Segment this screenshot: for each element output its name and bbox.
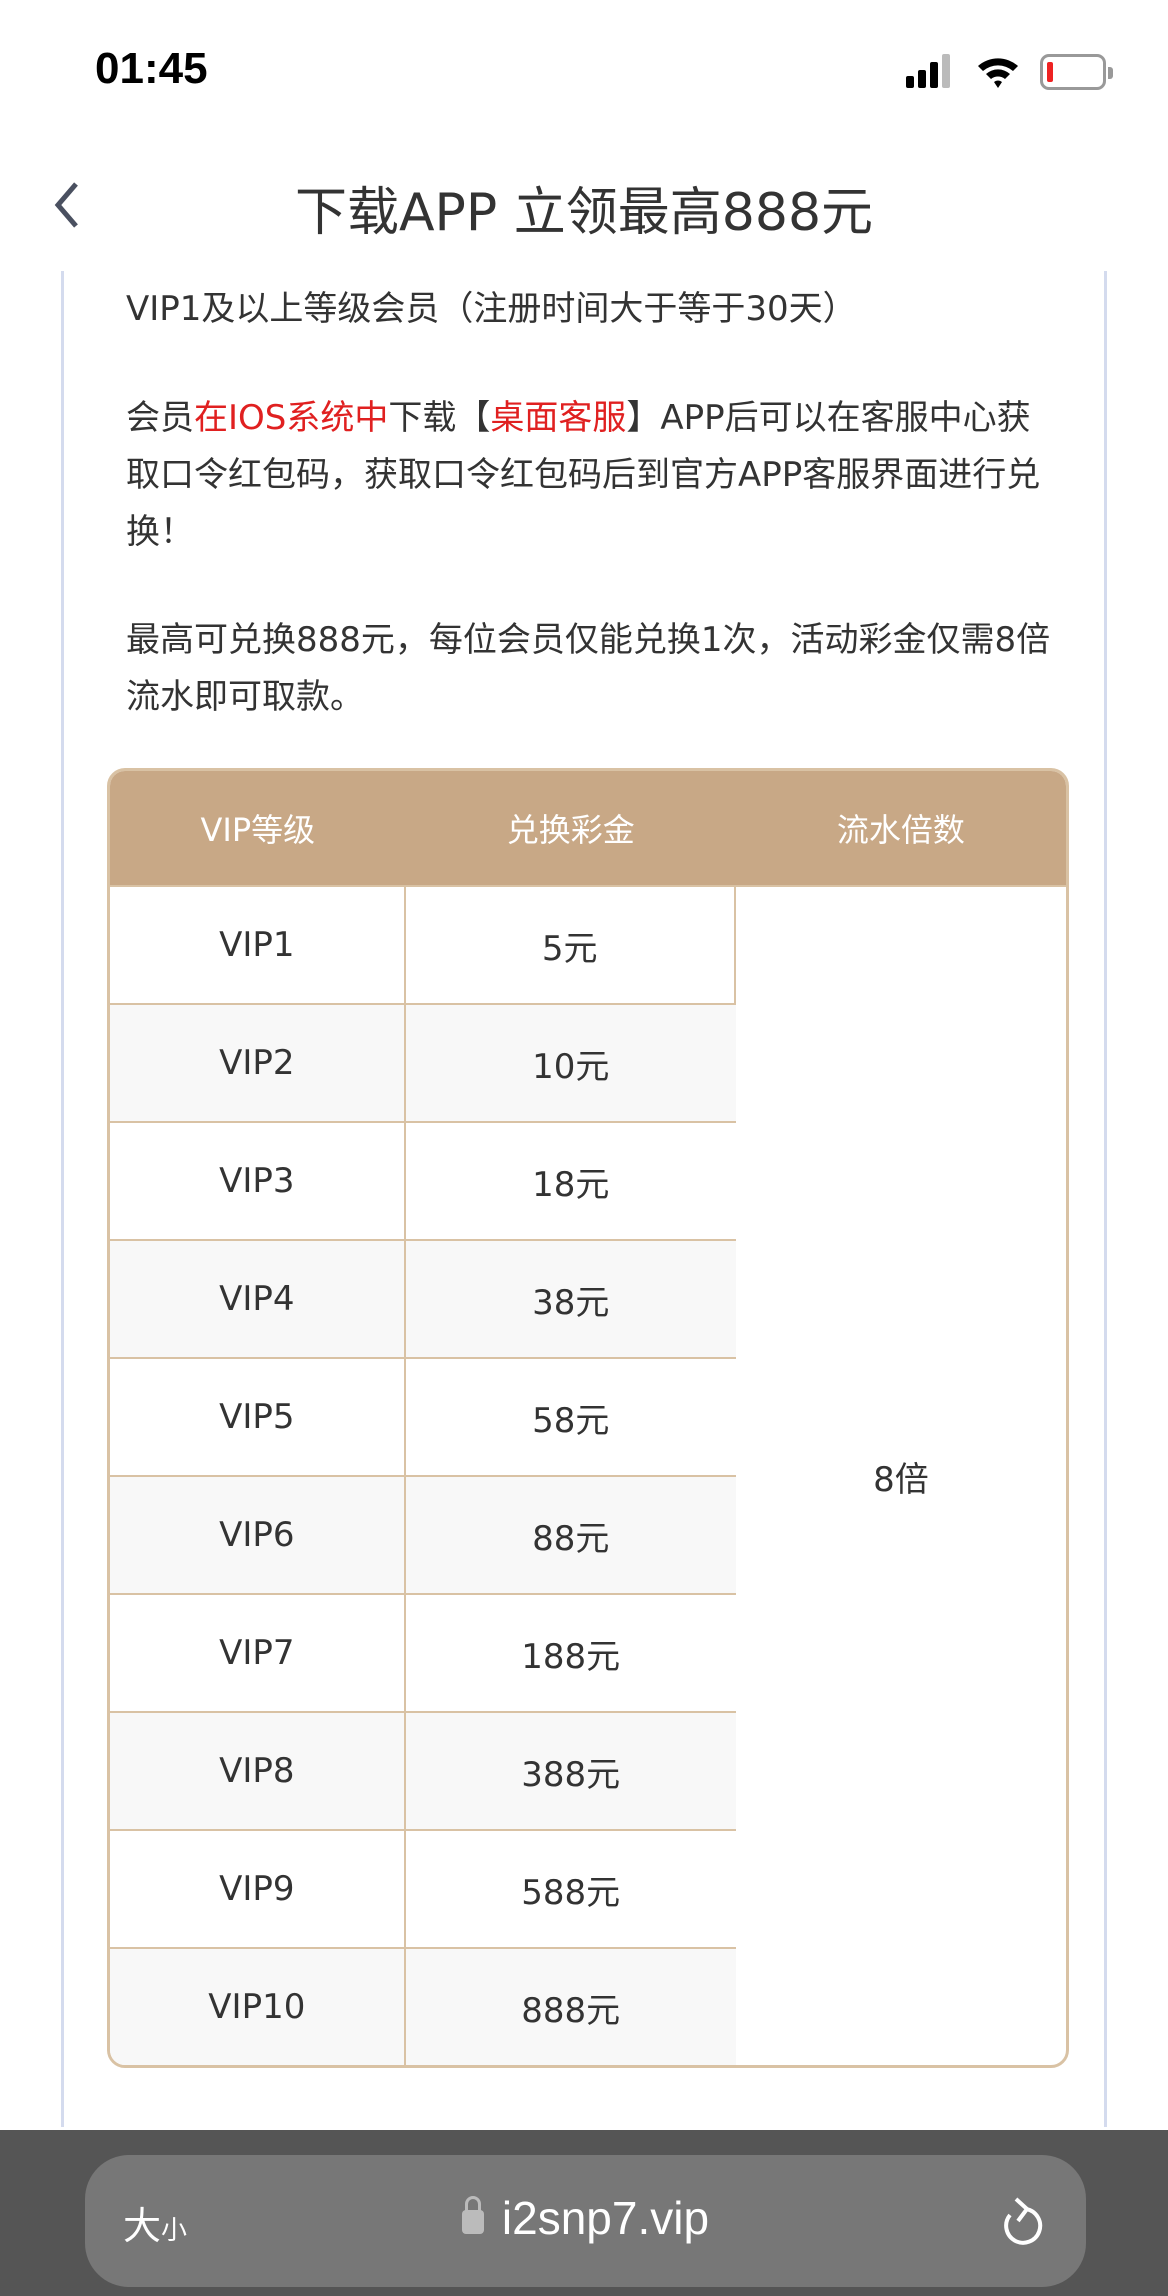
status-bar: 01:45 [0,0,1168,120]
reward-cell: 188元 [405,1593,736,1711]
vip-reward-table: VIP等级 兑换彩金 流水倍数 VIP1 5元 8倍 VIP2 10元 VIP3 18元 VI… [107,768,1069,2068]
table-row: VIP7 188元 [110,1593,1066,1711]
url-text: i2snp7.vip [501,2192,710,2244]
vip-level-cell: VIP9 [110,1829,406,1947]
highlight-text: 在IOS系统中 [194,398,389,438]
reward-cell: 88元 [405,1475,736,1593]
text-size-button[interactable]: 大小 [123,2195,187,2250]
wifi-icon [978,58,1018,88]
reward-cell: 58元 [405,1357,736,1475]
table-row: VIP6 88元 [110,1475,1066,1593]
reward-cell: 5元 [405,885,736,1003]
table-row: VIP5 58元 [110,1357,1066,1475]
table-row: VIP8 388元 [110,1711,1066,1829]
reload-icon[interactable] [996,2195,1046,2251]
highlight-text: 桌面客服 [490,398,627,438]
vip-level-cell: VIP4 [110,1239,406,1357]
lock-icon [461,2195,484,2234]
back-chevron-icon[interactable] [48,180,88,230]
reward-rule-text: 最高可兑换888元，每位会员仅能兑换1次，活动彩金仅需8倍流水即可取款。 [126,620,1051,717]
text-segment: 下载【 [388,398,491,438]
text-segment: 】APP后可以在客服中心获取口令红包码，获取口令红包码后到官方APP客服界面进行… [126,398,1041,552]
eligibility-text: VIP1及以上等级会员（注册时间大于等于30天） [126,289,857,329]
reward-cell: 388元 [405,1711,736,1829]
vip-level-cell: VIP10 [110,1947,406,2065]
table-row: VIP10 888元 [110,1947,1066,2065]
reward-cell: 888元 [405,1947,736,2065]
vip-level-cell: VIP6 [110,1475,406,1593]
vip-level-cell: VIP3 [110,1121,406,1239]
table-row: VIP4 38元 [110,1239,1066,1357]
table-row: VIP2 10元 [110,1003,1066,1121]
reward-cell: 18元 [405,1121,736,1239]
browser-toolbar: 大小 i2snp7.vip [0,2130,1168,2296]
nav-bar: 下载APP 立领最高888元 [0,160,1168,250]
url-display[interactable]: i2snp7.vip [85,2191,1086,2245]
reward-cell: 588元 [405,1829,736,1947]
reward-cell: 10元 [405,1003,736,1121]
status-time: 01:45 [95,44,208,93]
multiplier-cell: 8倍 [735,885,1066,2065]
vip-level-cell: VIP5 [110,1357,406,1475]
text-segment: 会员 [126,398,194,438]
signal-icon [906,52,950,88]
table-row: VIP3 18元 [110,1121,1066,1239]
text-size-big: 大 [123,2204,162,2248]
vip-level-cell: VIP7 [110,1593,406,1711]
header-vip-level: VIP等级 [110,771,406,885]
table-row: VIP1 5元 8倍 [110,885,1066,1500]
battery-icon [1040,54,1113,90]
instructions-text: 会员在IOS系统中下载【桌面客服】APP后可以在客服中心获取口令红包码，获取口令… [126,390,1056,561]
header-reward: 兑换彩金 [405,771,736,885]
text-size-small: 小 [161,2216,188,2246]
vip-level-cell: VIP2 [110,1003,406,1121]
page-title: 下载APP 立领最高888元 [294,183,874,243]
content-panel: VIP1及以上等级会员（注册时间大于等于30天） 会员在IOS系统中下载【桌面客… [61,271,1107,2127]
vip-level-cell: VIP8 [110,1711,406,1829]
table-row: VIP9 588元 [110,1829,1066,1947]
vip-level-cell: VIP1 [110,885,406,1003]
address-bar[interactable]: 大小 i2snp7.vip [85,2155,1086,2287]
header-multiplier: 流水倍数 [735,771,1066,885]
reward-cell: 38元 [405,1239,736,1357]
